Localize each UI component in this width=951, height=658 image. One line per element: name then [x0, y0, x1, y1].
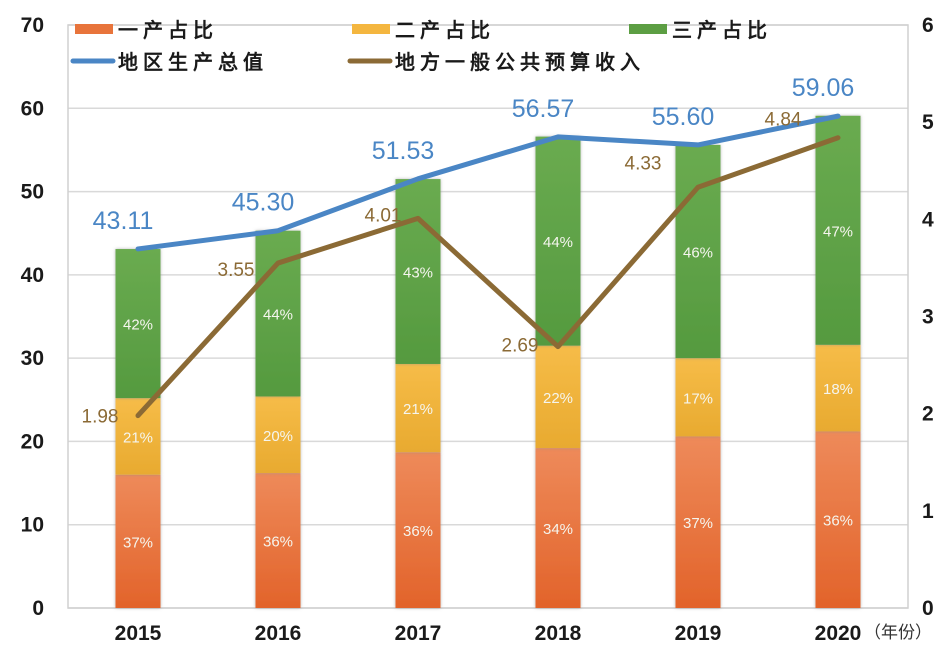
percent-label: 21% [403, 401, 433, 418]
left-axis-tick: 70 [21, 14, 44, 37]
primary-share-bar [115, 474, 161, 608]
percent-labels: 37% 21% 42% 36% 20% 44% 36% 21% 43% 34% 22% 44% 37% 1… [123, 223, 853, 551]
legend-item: 二产占比 [352, 18, 495, 42]
x-axis-tick: 2020 [815, 622, 862, 645]
revenue-value-label: 4.84 [765, 110, 802, 131]
gdp-value-label: 55.60 [652, 103, 715, 131]
percent-label: 46% [683, 245, 713, 262]
secondary-share-bar [115, 398, 161, 475]
right-axis-tick: 4 [922, 208, 934, 231]
right-axis-tick: 1 [922, 500, 934, 523]
legend-label: 三产占比 [672, 18, 772, 42]
secondary-share-bar [535, 345, 581, 449]
legend-label: 地区生产总值 [118, 50, 268, 74]
secondary-share-bar [255, 396, 301, 474]
tertiary-share-bar [395, 179, 441, 364]
legend-item: 一产占比 [75, 18, 218, 42]
budget-revenue-line [135, 135, 841, 419]
revenue-value-label: 4.33 [625, 153, 662, 174]
percent-label: 37% [123, 534, 153, 551]
primary-share-bar [675, 436, 721, 608]
stacked-bars [115, 115, 861, 608]
x-axis-tick: 2015 [115, 622, 162, 645]
left-axis-tick: 20 [21, 430, 44, 453]
line-data-labels: 43.11 45.30 51.53 56.57 55.60 59.06 1.98 3.55 4.… [82, 74, 855, 427]
x-axis-tick: 2017 [395, 622, 442, 645]
secondary-share-bar [395, 363, 441, 453]
primary-share-bar [815, 431, 861, 608]
secondary-share-bar [815, 344, 861, 432]
x-axis-ticks: 2015 2016 2017 2018 2019 2020 [115, 622, 862, 645]
percent-label: 17% [683, 390, 713, 407]
secondary-share-bar [675, 358, 721, 437]
percent-label: 22% [543, 390, 573, 407]
x-axis-tick: 2018 [535, 622, 582, 645]
legend-label: 一产占比 [118, 18, 218, 42]
percent-label: 44% [263, 307, 293, 324]
revenue-value-label: 3.55 [218, 260, 255, 281]
revenue-value-label: 2.69 [502, 336, 539, 357]
right-axis-tick: 0 [922, 597, 934, 620]
gdp-line [135, 113, 841, 252]
percent-label: 43% [403, 265, 433, 282]
percent-label: 18% [823, 381, 853, 398]
tertiary-share-bar [815, 115, 861, 345]
legend-swatch [75, 24, 113, 34]
gdp-value-label: 45.30 [232, 189, 295, 217]
right-axis-tick: 3 [922, 306, 934, 329]
gdp-value-label: 51.53 [372, 137, 435, 165]
legend-swatch [629, 24, 667, 34]
line-series [135, 113, 841, 419]
percent-label: 44% [543, 234, 573, 251]
legend-label: 二产占比 [395, 18, 495, 42]
plot-area-frame [67, 24, 909, 609]
revenue-value-label: 4.01 [365, 205, 402, 226]
percent-label: 36% [823, 513, 853, 530]
right-axis-tick: 2 [922, 403, 934, 426]
percent-label: 37% [683, 515, 713, 532]
percent-label: 36% [403, 523, 433, 540]
percent-label: 20% [263, 428, 293, 445]
left-axis-tick: 10 [21, 514, 44, 537]
percent-label: 34% [543, 521, 573, 538]
left-axis-tick: 40 [21, 264, 44, 287]
percent-label: 47% [823, 223, 853, 240]
legend-item: 地区生产总值 [70, 50, 268, 74]
primary-share-bar [255, 473, 301, 608]
percent-label: 21% [123, 429, 153, 446]
left-axis-tick: 60 [21, 97, 44, 120]
gdp-value-label: 43.11 [93, 207, 154, 235]
legend-item: 地方一般公共预算收入 [347, 50, 645, 74]
legend-item: 三产占比 [629, 18, 772, 42]
gdp-value-label: 59.06 [792, 74, 855, 102]
legend-swatch [352, 24, 390, 34]
x-axis-unit-label: （年份） [864, 623, 932, 643]
percent-label: 36% [263, 534, 293, 551]
left-axis-tick: 50 [21, 181, 44, 204]
x-axis-tick: 2016 [255, 622, 302, 645]
right-axis-tick: 5 [922, 111, 934, 134]
tertiary-share-bar [535, 136, 581, 346]
right-axis-tick: 6 [922, 14, 934, 37]
gridlines [68, 24, 908, 609]
tertiary-share-bar [115, 249, 161, 399]
x-axis-tick: 2019 [675, 622, 722, 645]
left-axis-tick: 30 [21, 347, 44, 370]
revenue-value-label: 1.98 [82, 407, 119, 428]
primary-share-bar [395, 452, 441, 608]
right-axis-ticks: 0 1 2 3 4 5 6 [922, 14, 934, 620]
left-axis-tick: 0 [32, 597, 44, 620]
gdp-value-label: 56.57 [512, 95, 575, 123]
primary-share-bar [535, 448, 581, 608]
legend-label: 地方一般公共预算收入 [395, 50, 645, 74]
percent-label: 42% [123, 317, 153, 334]
left-axis-ticks: 0 10 20 30 40 50 60 70 [21, 14, 44, 620]
